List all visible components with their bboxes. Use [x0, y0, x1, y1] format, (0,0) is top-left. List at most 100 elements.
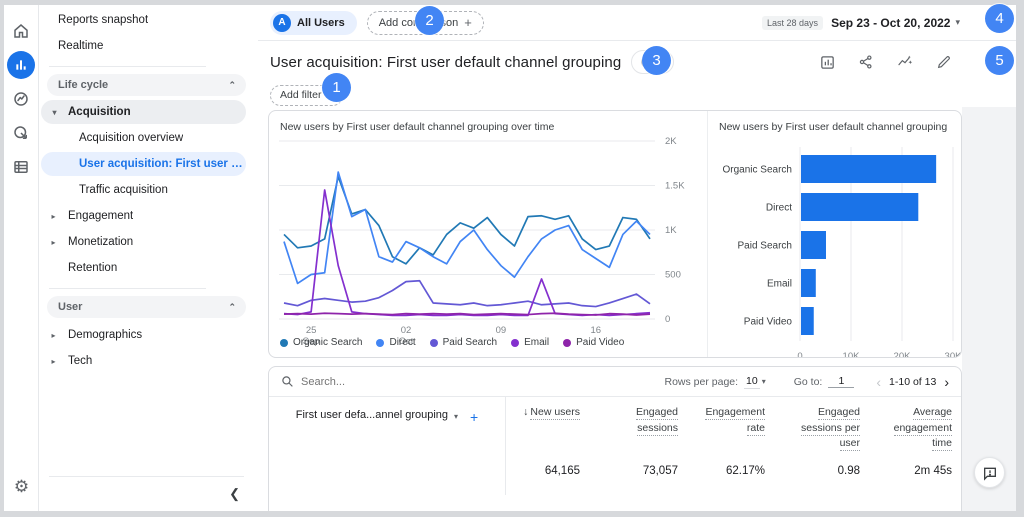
caret-down-icon: ▾: [762, 377, 766, 386]
bar-organic-search: [801, 155, 936, 183]
home-icon[interactable]: [7, 17, 35, 45]
share-icon[interactable]: [858, 54, 874, 70]
sidebar-item-realtime[interactable]: Realtime: [39, 33, 258, 59]
reports-sidebar: Reports snapshotRealtime Life cycle⌃ ▾Acqu…: [39, 5, 258, 511]
bar-chart-title: New users by First user default channel …: [708, 121, 962, 133]
total-engaged-sessions-per-user: 0.98: [775, 455, 870, 495]
date-range-picker[interactable]: Sep 23 - Oct 20, 2022: [831, 16, 950, 30]
admin-gear-icon[interactable]: ⚙: [4, 477, 39, 497]
edit-pencil-icon[interactable]: [936, 54, 952, 70]
rows-per-page-label: Rows per page:: [665, 376, 739, 388]
segment-avatar: A: [273, 14, 291, 32]
line-chart-title: New users by First user default channel …: [269, 121, 707, 133]
callout-step-3: 3: [642, 46, 671, 75]
caret-right-icon: ▸: [39, 331, 68, 340]
svg-text:1K: 1K: [665, 225, 677, 236]
line-chart-panel: New users by First user default channel …: [269, 111, 707, 357]
sidebar-item-label: Tech: [68, 355, 92, 367]
right-gutter: [962, 107, 1016, 511]
callout-step-1: 1: [322, 73, 351, 102]
svg-text:1.5K: 1.5K: [665, 181, 685, 192]
sidebar-divider: [49, 66, 206, 67]
table-totals-row: 64,16573,05762.17%0.982m 45s: [269, 455, 961, 495]
column-header-average-engagement-time[interactable]: Average engagement time: [870, 397, 962, 455]
add-dimension-icon[interactable]: +: [470, 409, 478, 425]
bar-paid-video: [801, 307, 814, 335]
sidebar-item-engagement[interactable]: ▸Engagement: [39, 203, 258, 229]
total-new-users: 64,165: [506, 455, 590, 495]
goto-label: Go to:: [794, 376, 823, 388]
reports-icon[interactable]: [7, 51, 35, 79]
caret-right-icon: ▸: [39, 212, 68, 221]
column-header-engagement-rate[interactable]: Engagement rate: [688, 397, 775, 455]
sidebar-item-label: Retention: [39, 262, 117, 274]
column-header-new-users[interactable]: ↓New users: [506, 397, 590, 455]
chart-legend: Organic SearchDirectPaid SearchEmailPaid…: [280, 337, 624, 348]
pagination-range: 1-10 of 13: [889, 376, 936, 388]
line-series-email: [284, 190, 650, 315]
feedback-button[interactable]: [974, 457, 1005, 488]
table-header-row: First user defa...annel grouping ▾ + ↓Ne…: [269, 397, 961, 455]
charts-card: New users by First user default channel …: [268, 110, 962, 358]
line-series-organic-search: [284, 177, 650, 264]
svg-text:20K: 20K: [894, 351, 912, 358]
bar-chart: 010K20K30KOrganic SearchDirectPaid Searc…: [708, 133, 962, 358]
column-header-engaged-sessions[interactable]: Engaged sessions: [590, 397, 688, 455]
data-table-card: Rows per page: 10 ▾ Go to: ‹ 1-10 of 13 …: [268, 366, 962, 511]
sidebar-item-user-acquisition-first-user[interactable]: User acquisition: First user …: [41, 152, 246, 176]
sidebar-item-tech[interactable]: ▸Tech: [39, 348, 258, 374]
legend-dot: [430, 339, 438, 347]
goto-page-input[interactable]: [828, 375, 854, 388]
prev-page-icon[interactable]: ‹: [876, 374, 881, 390]
sidebar-item-retention[interactable]: Retention: [39, 255, 258, 281]
legend-dot: [376, 339, 384, 347]
insights-icon[interactable]: [896, 54, 914, 70]
all-users-chip[interactable]: A All Users: [270, 11, 357, 35]
chevron-up-icon: ⌃: [228, 80, 236, 91]
advertising-icon[interactable]: [7, 119, 35, 147]
plus-icon: +: [464, 15, 472, 30]
callout-step-5: 5: [985, 46, 1014, 75]
library-icon[interactable]: [7, 153, 35, 181]
rows-per-page-select[interactable]: 10: [744, 375, 760, 389]
column-header-engaged-sessions-per-user[interactable]: Engaged sessions per user: [775, 397, 870, 455]
caret-down-icon[interactable]: ▾: [454, 412, 458, 421]
sort-desc-icon: ↓: [523, 406, 528, 418]
sidebar-item-demographics[interactable]: ▸Demographics: [39, 322, 258, 348]
svg-text:30K: 30K: [945, 351, 962, 358]
sidebar-item-acquisition-overview[interactable]: Acquisition overview: [39, 125, 258, 151]
table-controls: Rows per page: 10 ▾ Go to: ‹ 1-10 of 13 …: [269, 367, 961, 397]
svg-text:Direct: Direct: [766, 203, 792, 214]
date-preset-badge: Last 28 days: [762, 16, 823, 30]
sidebar-item-label: Engagement: [68, 210, 133, 222]
report-main: A All Users Add comparison + Last 28 day…: [258, 5, 1016, 511]
sidebar-item-acquisition[interactable]: ▾Acquisition: [41, 100, 246, 124]
svg-text:2K: 2K: [665, 136, 677, 147]
bar-paid-search: [801, 231, 826, 259]
legend-dot: [563, 339, 571, 347]
legend-item-paid-search: Paid Search: [430, 337, 497, 348]
explore-icon[interactable]: [7, 85, 35, 113]
table-search-input[interactable]: [301, 376, 481, 388]
sidebar-item-reports-snapshot[interactable]: Reports snapshot: [39, 7, 258, 33]
sidebar-item-traffic-acquisition[interactable]: Traffic acquisition: [39, 177, 258, 203]
caret-right-icon: ▸: [39, 238, 68, 247]
customize-report-icon[interactable]: [819, 54, 836, 71]
app-icon-rail: ⚙: [4, 5, 39, 511]
dimension-header[interactable]: First user defa...annel grouping: [296, 409, 448, 421]
comparison-bar: A All Users Add comparison + Last 28 day…: [258, 5, 1016, 41]
svg-text:Paid Video: Paid Video: [744, 317, 793, 328]
svg-text:0: 0: [797, 351, 802, 358]
svg-text:09: 09: [496, 325, 507, 336]
sidebar-item-label: User acquisition: First user …: [41, 158, 243, 170]
next-page-icon[interactable]: ›: [944, 374, 949, 390]
sidebar-item-label: Acquisition overview: [39, 132, 183, 144]
sidebar-section-life-cycle[interactable]: Life cycle⌃: [47, 74, 246, 96]
sidebar-item-monetization[interactable]: ▸Monetization: [39, 229, 258, 255]
legend-item-email: Email: [511, 337, 549, 348]
collapse-sidebar-button[interactable]: ❮: [39, 477, 258, 511]
analytics-app-window: ⚙ Reports snapshotRealtimeLife cycle⌃▾Ac…: [4, 5, 1016, 511]
svg-text:Email: Email: [767, 279, 792, 290]
svg-text:0: 0: [665, 314, 670, 325]
sidebar-section-user[interactable]: User⌃: [47, 296, 246, 318]
